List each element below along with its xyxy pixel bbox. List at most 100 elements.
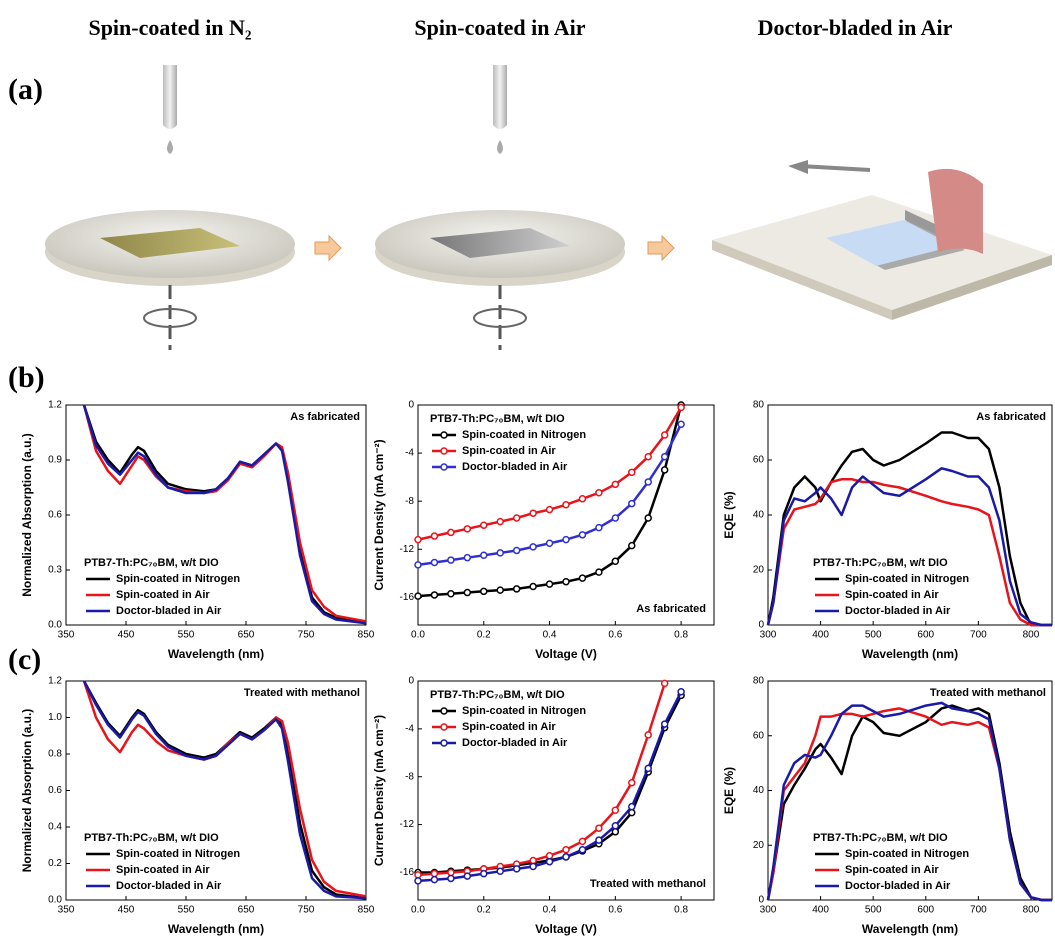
x-tick-label: 350 [58,905,75,916]
point [514,515,520,521]
point [645,454,651,460]
point [415,872,421,878]
plot-frame [66,681,366,900]
point [547,540,553,546]
point [497,550,503,556]
y-tick-label: 40 [753,785,765,796]
y-tick-label: 0.0 [48,620,62,631]
point [514,866,520,872]
point [629,804,635,810]
legend-label: Spin-coated in Air [845,589,939,601]
panel-label: (c) [8,643,41,676]
point [662,432,668,438]
point [579,532,585,538]
point [530,863,536,869]
y-tick-label: 0.9 [48,455,62,466]
x-tick-label: 0.4 [543,905,557,916]
y-tick-label: 0.3 [48,565,62,576]
x-tick-label: 650 [238,905,255,916]
point [629,469,635,475]
legend-label: Spin-coated in Nitrogen [462,429,586,441]
x-tick-label: 0.2 [477,630,491,641]
point [464,873,470,879]
x-tick-label: 800 [1023,630,1040,641]
x-tick-label: 650 [238,630,255,641]
point [678,421,684,427]
y-tick-label: 0 [408,676,414,687]
point [612,515,618,521]
legend-marker [441,724,447,730]
x-tick-label: 0.8 [674,905,688,916]
legend-label: Spin-coated in Air [462,721,556,733]
x-tick-label: 350 [58,630,75,641]
plot-frame [66,405,366,625]
x-tick-label: 450 [118,905,135,916]
legend-title: PTB7-Th:PC₇₀BM, w/t DIO [813,832,948,844]
x-tick-label: 450 [118,630,135,641]
x-tick-label: 300 [760,905,777,916]
legend-label: Doctor-bladed in Air [845,880,951,892]
y-axis-label: Normalized Absorption (a.u.) [20,433,34,597]
point [563,502,569,508]
x-tick-label: 500 [865,905,882,916]
illustration [45,65,1052,350]
legend-title: PTB7-Th:PC₇₀BM, w/t DIO [84,832,219,844]
point [481,871,487,877]
legend-title: PTB7-Th:PC₇₀BM, w/t DIO [813,557,948,569]
point [497,587,503,593]
point [579,496,585,502]
point [514,586,520,592]
figure: Spin-coated in N₂ Spin-coated in Air Doc… [0,0,1055,941]
x-tick-label: 500 [865,630,882,641]
y-tick-label: 60 [753,455,765,466]
x-tick-label: 850 [358,905,375,916]
x-tick-label: 750 [298,905,315,916]
point [596,837,602,843]
point [530,584,536,590]
x-tick-label: 550 [178,905,195,916]
annotation: Treated with methanol [244,687,360,699]
point [612,481,618,487]
point [612,823,618,829]
point [563,579,569,585]
x-axis-label: Wavelength (nm) [168,647,264,661]
legend-title: PTB7-Th:PC₇₀BM, w/t DIO [430,689,565,701]
panel-label: (a) [8,73,43,106]
point [662,454,668,460]
point [431,877,437,883]
point [547,507,553,513]
point [662,721,668,727]
point [629,780,635,786]
annotation: Treated with methanol [590,878,706,890]
point [431,533,437,539]
point [481,522,487,528]
y-tick-label: 0.0 [48,895,62,906]
x-tick-label: 750 [298,630,315,641]
y-tick-label: 1.2 [48,400,62,411]
legend-marker [441,464,447,470]
x-tick-label: 700 [970,630,987,641]
y-tick-label: 1.2 [48,676,62,687]
legend-label: Spin-coated in Nitrogen [116,848,240,860]
point [612,558,618,564]
point [596,569,602,575]
point [645,515,651,521]
y-tick-label: 80 [753,676,765,687]
point [530,858,536,864]
point [563,847,569,853]
y-axis-label: EQE (%) [722,491,736,538]
x-tick-label: 550 [178,630,195,641]
legend-label: Doctor-bladed in Air [462,461,568,473]
x-tick-label: 0.6 [608,905,622,916]
point [547,853,553,859]
legend-label: Spin-coated in Air [845,864,939,876]
header: Doctor-bladed in Air [758,15,953,40]
y-tick-label: 0.8 [48,749,62,760]
legend-label: Doctor-bladed in Air [116,605,222,617]
legend-label: Spin-coated in Nitrogen [116,573,240,585]
point [629,501,635,507]
point [464,590,470,596]
point [415,593,421,599]
x-tick-label: 850 [358,630,375,641]
y-tick-label: -12 [400,819,415,830]
